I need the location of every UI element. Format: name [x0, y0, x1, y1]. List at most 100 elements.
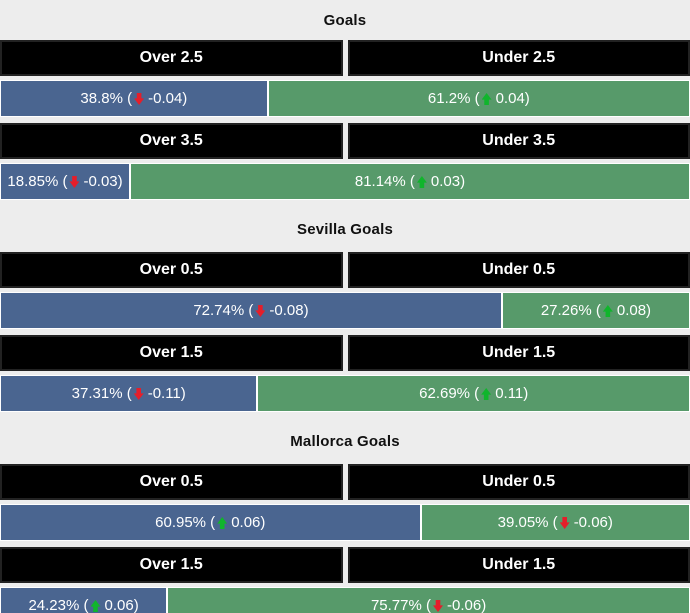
over-market-label: Over 0.5 — [139, 473, 203, 490]
probability-bar-row: 24.23% ( 0.06) 75.77% ( -0.06) — [0, 587, 690, 613]
under-pct-text: 62.69% ( — [419, 385, 480, 402]
over-pct-text: 60.95% ( — [155, 514, 216, 531]
over-market-header: Over 2.5 — [0, 40, 343, 76]
under-market-header: Under 0.5 — [347, 464, 690, 500]
over-market-label: Over 1.5 — [139, 556, 203, 573]
trend-up-icon — [602, 305, 613, 317]
under-market-label: Under 1.5 — [482, 556, 556, 573]
under-bar-segment: 27.26% ( 0.08) — [501, 292, 690, 329]
over-pct-text: 38.8% ( — [80, 90, 133, 107]
under-bar-label: 27.26% ( 0.08) — [541, 302, 651, 319]
market-header-row: Over 0.5 Under 0.5 — [0, 464, 690, 500]
over-market-label: Over 3.5 — [139, 132, 203, 149]
over-pct-text: 72.74% ( — [193, 302, 254, 319]
section-title-sevilla-goals: Sevilla Goals — [297, 220, 393, 238]
over-bar-segment: 38.8% ( -0.04) — [0, 80, 268, 117]
under-market-header: Under 1.5 — [347, 335, 690, 371]
under-market-header: Under 2.5 — [347, 40, 690, 76]
under-change-text: 0.03) — [430, 173, 466, 190]
under-pct-text: 75.77% ( — [370, 597, 431, 613]
over-change-text: -0.03) — [83, 173, 123, 190]
over-bar-segment: 37.31% ( -0.11) — [0, 375, 258, 412]
under-bar-label: 39.05% ( -0.06) — [498, 514, 613, 531]
trend-up-icon — [416, 176, 427, 188]
over-change-text: 0.06) — [231, 514, 266, 531]
over-pct-text: 18.85% ( — [7, 173, 68, 190]
under-market-label: Under 2.5 — [482, 49, 556, 66]
trend-up-icon — [481, 388, 492, 400]
trend-up-icon — [481, 93, 492, 105]
under-pct-text: 61.2% ( — [427, 90, 480, 107]
section-title-mallorca-goals: Mallorca Goals — [290, 432, 400, 450]
under-bar-label: 61.2% ( 0.04) — [428, 90, 530, 107]
trend-down-icon — [255, 305, 266, 317]
under-pct-text: 81.14% ( — [354, 173, 415, 190]
over-bar-segment: 72.74% ( -0.08) — [0, 292, 502, 329]
under-bar-label: 62.69% ( 0.11) — [419, 385, 528, 402]
over-bar-segment: 18.85% ( -0.03) — [0, 163, 131, 200]
over-market-label: Over 0.5 — [139, 261, 203, 278]
over-market-header: Over 3.5 — [0, 123, 343, 159]
trend-down-icon — [69, 176, 80, 188]
market-header-row: Over 1.5 Under 1.5 — [0, 547, 690, 583]
under-pct-text: 27.26% ( — [540, 302, 601, 319]
over-market-header: Over 1.5 — [0, 547, 343, 583]
market-header-row: Over 2.5 Under 2.5 — [0, 40, 690, 76]
under-market-label: Under 0.5 — [482, 261, 556, 278]
under-change-text: -0.06) — [447, 597, 487, 613]
under-bar-segment: 75.77% ( -0.06) — [167, 587, 690, 613]
under-bar-label: 81.14% ( 0.03) — [355, 173, 465, 190]
probability-bar-row: 38.8% ( -0.04) 61.2% ( 0.04) — [0, 80, 690, 117]
under-market-label: Under 0.5 — [482, 473, 556, 490]
over-market-header: Over 0.5 — [0, 464, 343, 500]
under-change-text: -0.06) — [573, 514, 613, 531]
over-bar-label: 18.85% ( -0.03) — [7, 173, 122, 190]
section-title-goals: Goals — [323, 11, 367, 29]
market-header-row: Over 0.5 Under 0.5 — [0, 252, 690, 288]
under-pct-text: 39.05% ( — [497, 514, 558, 531]
under-bar-label: 75.77% ( -0.06) — [371, 597, 486, 613]
under-change-text: 0.08) — [616, 302, 652, 319]
under-bar-segment: 81.14% ( 0.03) — [130, 163, 690, 200]
over-market-header: Over 1.5 — [0, 335, 343, 371]
over-bar-segment: 24.23% ( 0.06) — [0, 587, 168, 613]
over-market-header: Over 0.5 — [0, 252, 343, 288]
under-bar-segment: 61.2% ( 0.04) — [267, 80, 690, 117]
market-header-row: Over 1.5 Under 1.5 — [0, 335, 690, 371]
probability-bar-row: 60.95% ( 0.06) 39.05% ( -0.06) — [0, 504, 690, 541]
under-market-header: Under 3.5 — [347, 123, 690, 159]
over-pct-text: 24.23% ( — [28, 597, 89, 613]
under-bar-segment: 39.05% ( -0.06) — [420, 504, 690, 541]
under-bar-segment: 62.69% ( 0.11) — [257, 375, 690, 412]
over-bar-label: 37.31% ( -0.11) — [72, 385, 186, 402]
probability-bar-row: 18.85% ( -0.03) 81.14% ( 0.03) — [0, 163, 690, 200]
trend-down-icon — [134, 93, 145, 105]
probability-bar-row: 72.74% ( -0.08) 27.26% ( 0.08) — [0, 292, 690, 329]
trend-up-icon — [90, 600, 101, 612]
under-change-text: 0.11) — [495, 385, 529, 402]
trend-up-icon — [217, 517, 228, 529]
over-market-label: Over 2.5 — [139, 49, 203, 66]
market-header-row: Over 3.5 Under 3.5 — [0, 123, 690, 159]
over-bar-label: 38.8% ( -0.04) — [80, 90, 187, 107]
trend-down-icon — [133, 388, 144, 400]
probability-bar-row: 37.31% ( -0.11) 62.69% ( 0.11) — [0, 375, 690, 412]
over-change-text: -0.08) — [269, 302, 309, 319]
over-market-label: Over 1.5 — [139, 344, 203, 361]
over-bar-segment: 60.95% ( 0.06) — [0, 504, 421, 541]
over-change-text: -0.04) — [148, 90, 188, 107]
over-change-text: -0.11) — [147, 385, 186, 402]
under-change-text: 0.04) — [495, 90, 530, 107]
over-pct-text: 37.31% ( — [71, 385, 132, 402]
trend-down-icon — [559, 517, 570, 529]
under-market-label: Under 3.5 — [482, 132, 556, 149]
over-bar-label: 24.23% ( 0.06) — [28, 597, 138, 613]
under-market-header: Under 1.5 — [347, 547, 690, 583]
over-bar-label: 72.74% ( -0.08) — [193, 302, 308, 319]
over-change-text: 0.06) — [104, 597, 139, 613]
under-market-header: Under 0.5 — [347, 252, 690, 288]
over-bar-label: 60.95% ( 0.06) — [155, 514, 265, 531]
under-market-label: Under 1.5 — [482, 344, 556, 361]
trend-down-icon — [433, 600, 443, 612]
